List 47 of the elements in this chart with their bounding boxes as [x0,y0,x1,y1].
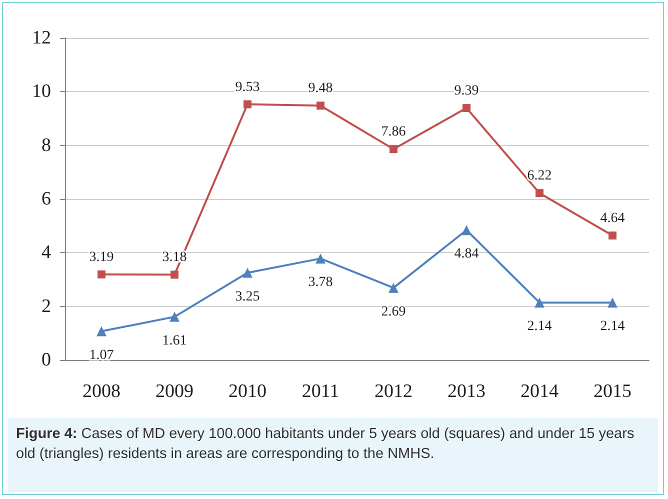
data-label: 1.61 [162,333,187,348]
x-tick-label: 2008 [82,381,120,402]
point [170,312,180,322]
y-tick-label: 8 [42,134,51,156]
point [534,298,544,308]
x-tick-label: 2009 [156,381,194,402]
data-label: 4.64 [600,210,625,226]
x-tick-label: 2012 [374,381,412,402]
point [316,102,324,110]
point [390,145,398,154]
point [96,326,106,336]
point [608,231,616,240]
point [462,225,472,236]
y-tick-label: 6 [42,188,51,210]
point [536,189,544,198]
x-tick-label: 2011 [302,381,340,402]
data-label: 4.84 [454,246,479,262]
caption: Figure 4: Cases of MD every 100.000 habitants under 5 years old (squares) and under 15 years old (triangles) residents in areas are corresponding to the NMHS. [16,425,636,464]
point [170,270,178,279]
data-label: 9.48 [308,81,333,96]
data-label: 2.14 [527,319,552,334]
data-label: 1.07 [89,348,114,363]
y-tick-label: 2 [42,296,51,317]
data-label: 9.39 [454,84,479,99]
data-label: 6.22 [527,168,552,184]
data-label: 2.14 [600,319,625,334]
data-label: 3.78 [308,275,333,290]
data-label: 2.69 [381,304,406,320]
point [608,298,618,308]
data-label: 9.53 [235,80,260,95]
point [244,100,252,108]
y-tick-label: 4 [42,242,52,264]
x-tick-label: 2015 [594,381,632,402]
data-label: 7.86 [381,124,406,140]
x-tick-label: 2013 [448,381,486,402]
x-tick-label: 2010 [228,381,266,402]
point [242,268,252,278]
y-tick-label: 10 [32,81,51,102]
data-label: 3.25 [235,289,260,304]
y-tick-label: 0 [42,350,51,370]
point [462,104,470,112]
data-label: 3.19 [89,250,114,265]
x-tick-label: 2014 [520,381,559,402]
y-tick-label: 12 [32,28,51,48]
point [388,282,398,293]
point [98,270,106,278]
point [316,254,326,264]
